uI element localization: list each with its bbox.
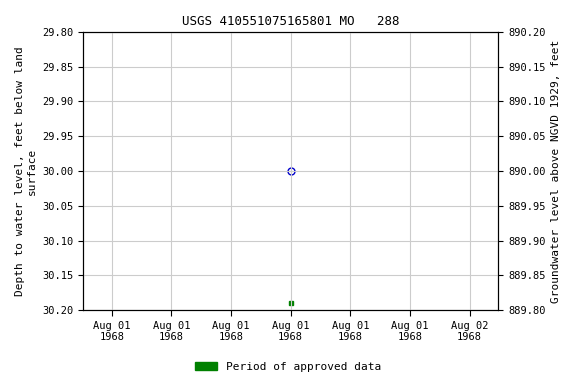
Y-axis label: Depth to water level, feet below land
surface: Depth to water level, feet below land su… xyxy=(15,46,37,296)
Y-axis label: Groundwater level above NGVD 1929, feet: Groundwater level above NGVD 1929, feet xyxy=(551,40,561,303)
Title: USGS 410551075165801 MO   288: USGS 410551075165801 MO 288 xyxy=(182,15,399,28)
Legend: Period of approved data: Period of approved data xyxy=(191,358,385,377)
